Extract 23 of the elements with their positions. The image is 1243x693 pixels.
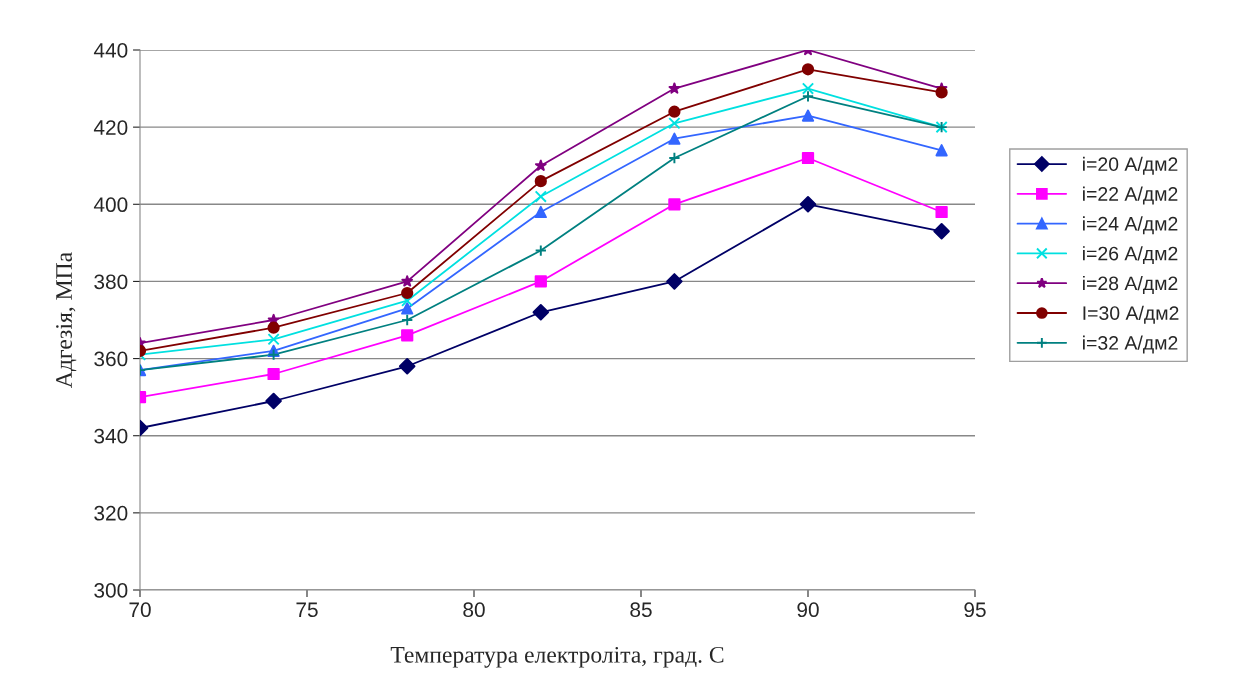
y-tick-label: 440 — [93, 43, 128, 58]
y-tick-label: 340 — [94, 428, 128, 444]
legend-label: i=24 А/дм2 — [1083, 216, 1178, 235]
x-tick-label: 90 — [797, 602, 819, 618]
y-tick-label: 320 — [94, 505, 128, 521]
x-axis-title: Температура електроліта, град. С — [390, 646, 724, 668]
y-tick-label: 300 — [94, 583, 128, 598]
y-tick-label: 400 — [93, 197, 128, 213]
x-tick-label: 80 — [463, 602, 485, 618]
y-tick-label: 380 — [94, 274, 128, 290]
legend-label: i=20 А/дм2 — [1083, 156, 1178, 175]
legend-label: i=22 А/дм2 — [1083, 186, 1178, 205]
y-tick-label: 360 — [94, 351, 128, 367]
legend-label: i=26 А/дм2 — [1083, 246, 1178, 265]
x-tick-label: 70 — [129, 602, 151, 618]
x-tick-label: 95 — [964, 602, 986, 618]
legend-label: i=28 А/дм2 — [1083, 275, 1178, 294]
legend-label: i=32 А/дм2 — [1083, 335, 1178, 354]
y-axis-title: Адгезія, МПа — [56, 252, 77, 388]
y-tick-label: 420 — [93, 120, 128, 135]
x-tick-label: 85 — [630, 602, 652, 618]
legend-label: I=30 А/дм2 — [1083, 305, 1179, 324]
x-tick-label: 75 — [296, 602, 318, 618]
